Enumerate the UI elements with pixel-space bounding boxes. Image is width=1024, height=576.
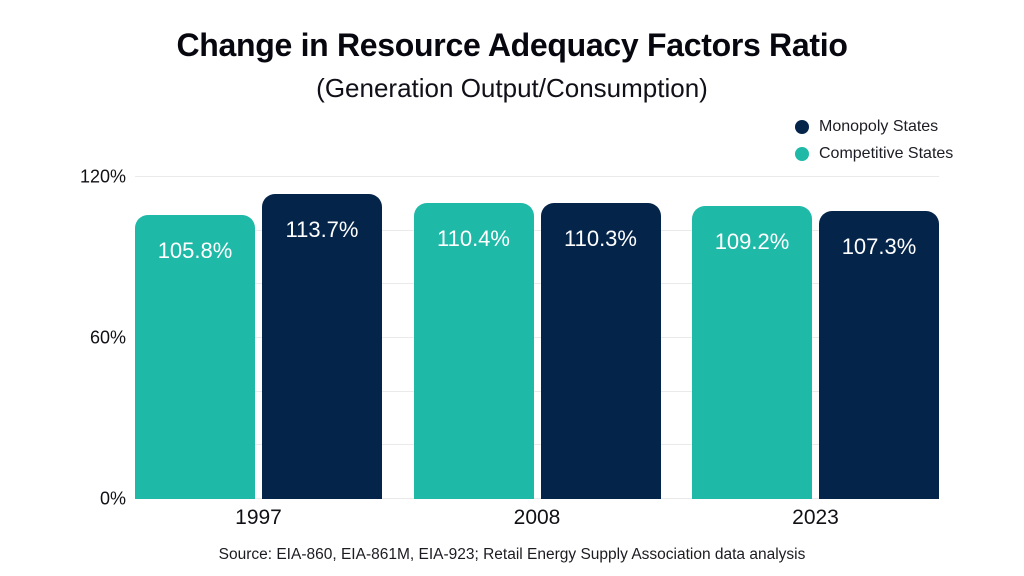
- y-tick-label: 60%: [89, 327, 126, 348]
- gridline: [135, 176, 939, 177]
- legend-item-competitive-states: Competitive States: [795, 145, 953, 163]
- legend: Monopoly States Competitive States: [795, 118, 953, 163]
- bar-competitive-states: 109.2%: [692, 205, 812, 499]
- legend-label: Monopoly States: [819, 118, 939, 135]
- legend-dot-icon: [795, 147, 809, 161]
- gridline: [135, 444, 939, 446]
- bar-monopoly-states: 107.3%: [819, 211, 939, 499]
- x-axis-label: 2023: [792, 506, 839, 529]
- bar-monopoly-states: 113.7%: [262, 193, 382, 499]
- bar-monopoly-states: 110.3%: [540, 203, 661, 499]
- bar-group-1997: 105.8% 113.7% 1997: [135, 177, 382, 529]
- legend-label: Competitive States: [819, 145, 954, 162]
- bar-value-label: 110.3%: [564, 226, 637, 252]
- y-tick-label: 120%: [79, 166, 126, 187]
- gridline: [135, 498, 939, 499]
- gridline: [135, 337, 939, 338]
- bar-competitive-states: 105.8%: [135, 215, 255, 499]
- bar-value-label: 105.8%: [157, 238, 233, 264]
- gridline: [135, 390, 939, 392]
- bar-group-2008: 110.4% 110.3% 2008: [413, 177, 661, 529]
- x-axis-label: 1997: [235, 506, 282, 529]
- source-note: Source: EIA-860, EIA-861M, EIA-923; Reta…: [218, 546, 806, 563]
- plot-area: 105.8% 113.7% 1997 110.4% 110.3% 2008 109.2% 10…: [80, 167, 939, 529]
- bar-value-label: 110.4%: [437, 225, 510, 251]
- legend-dot-icon: [795, 120, 809, 134]
- bar-group-2023: 109.2% 107.3% 2023: [692, 177, 939, 529]
- legend-item-monopoly-states: Monopoly States: [795, 118, 953, 136]
- bar-value-label: 107.3%: [841, 234, 917, 260]
- y-tick-label: 0%: [99, 488, 126, 509]
- x-axis-label: 2008: [513, 506, 561, 529]
- chart-subtitle: (Generation Output/Consumption): [316, 73, 708, 103]
- bar-groups: 105.8% 113.7% 1997 110.4% 110.3% 2008 109.2% 10…: [135, 177, 939, 529]
- bar-value-label: 109.2%: [714, 228, 790, 254]
- bar-value-label: 113.7%: [285, 216, 359, 242]
- gridline: [135, 229, 939, 231]
- bar-competitive-states: 110.4%: [413, 202, 534, 499]
- chart-title: Change in Resource Adequacy Factors Rati…: [176, 27, 848, 63]
- gridline: [135, 283, 939, 285]
